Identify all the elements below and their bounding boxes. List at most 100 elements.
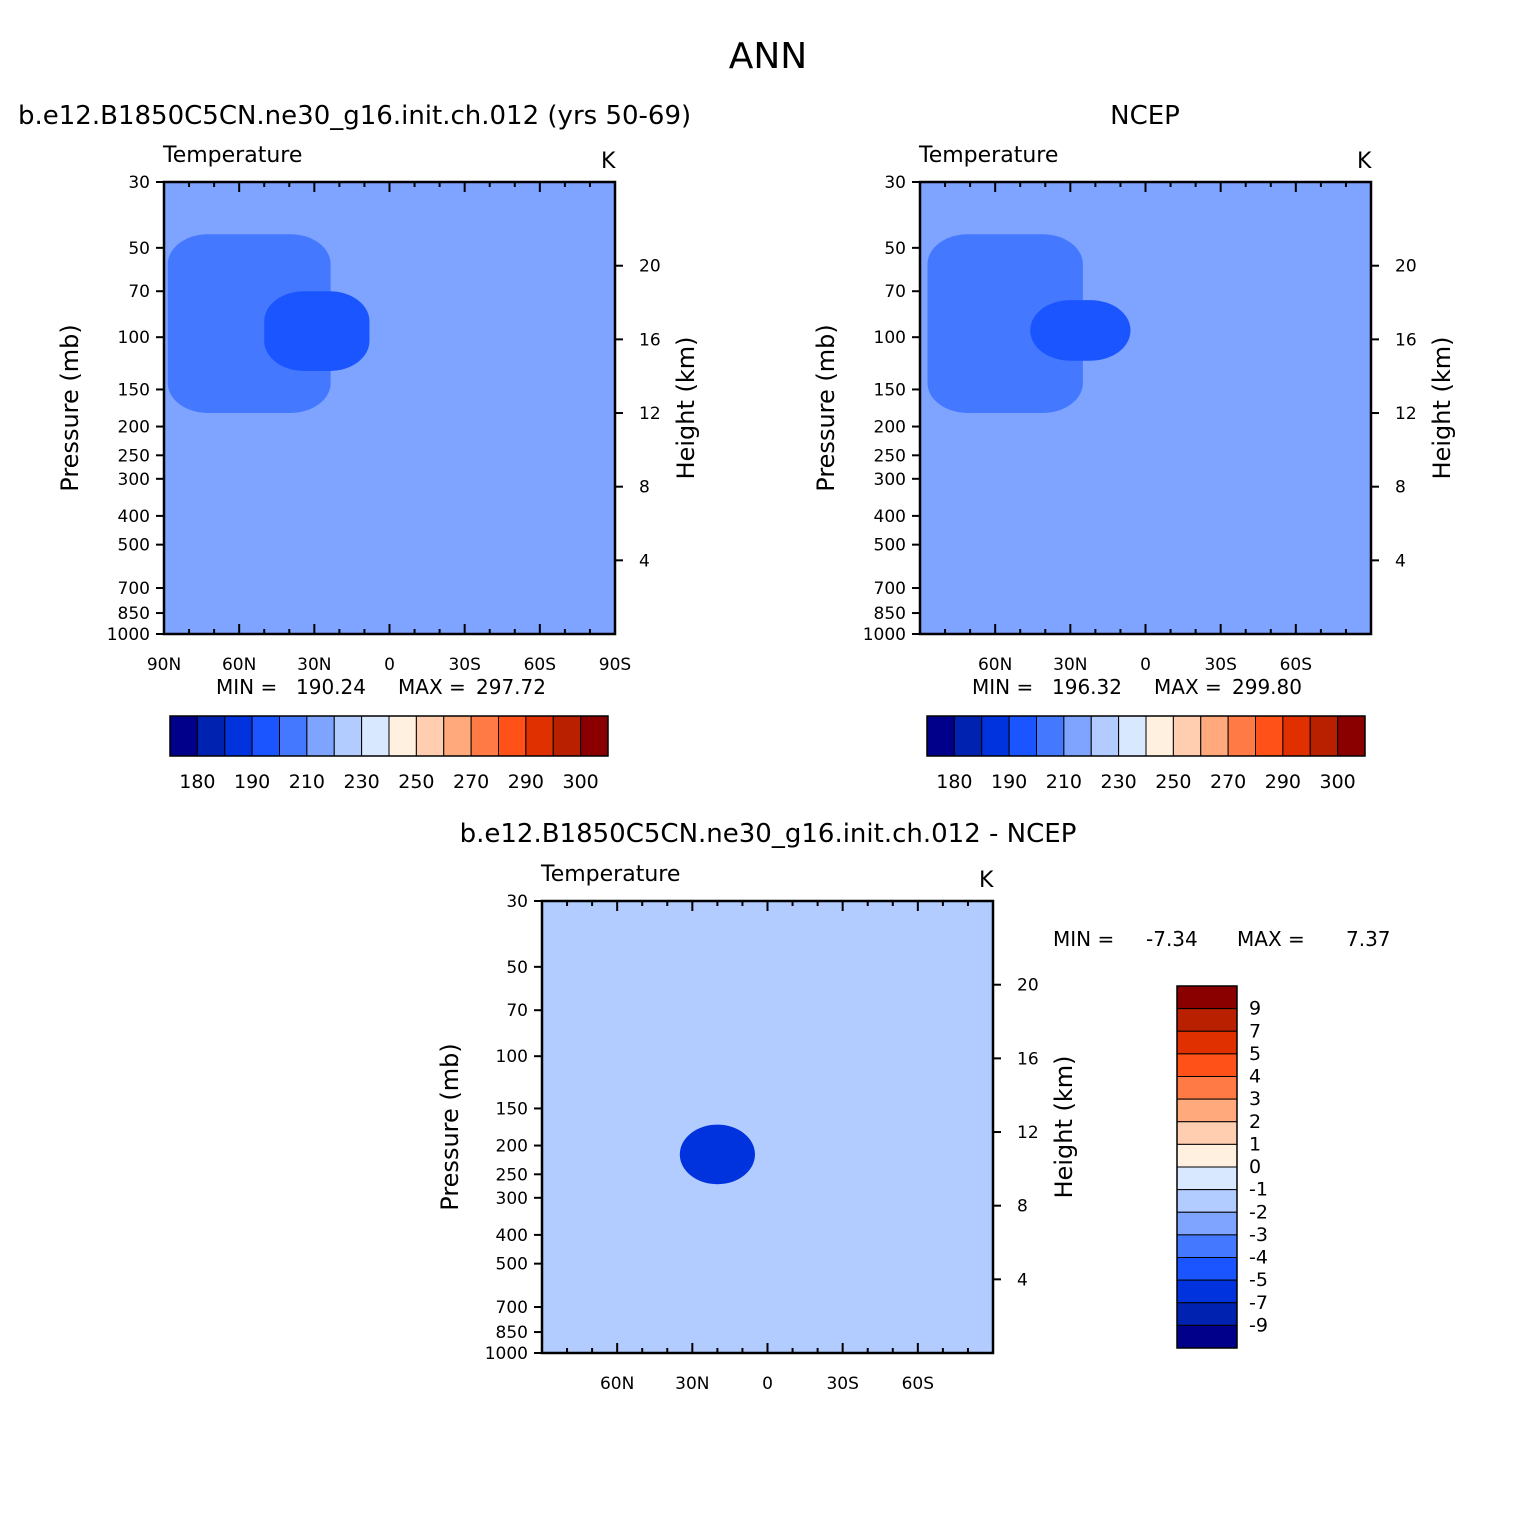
colorbar-label: -4 <box>1249 1247 1268 1269</box>
colorbar-swatch <box>306 715 335 757</box>
y2-tick-label: 20 <box>639 257 661 277</box>
colorbar-swatch <box>224 715 253 757</box>
colorbar-swatch <box>1176 1189 1238 1213</box>
colorbar-label: 5 <box>1249 1043 1261 1065</box>
y-tick-label: 300 <box>874 470 906 490</box>
colorbar-label: 230 <box>1100 771 1136 793</box>
units-label: K <box>979 868 994 893</box>
stats-min: 196.32 <box>1052 675 1122 699</box>
colorbar-swatch <box>1118 715 1147 757</box>
contour-band <box>679 1124 755 1185</box>
y-tick-label: 700 <box>874 579 906 599</box>
y-tick-label: 700 <box>496 1298 528 1318</box>
colorbar-swatch <box>1145 715 1174 757</box>
y-tick-label: 200 <box>118 418 150 438</box>
colorbar-swatch <box>953 715 983 757</box>
y2-tick-label: 16 <box>1395 330 1417 350</box>
x-tick-label: 0 <box>762 1374 773 1394</box>
figure-title: ANN <box>729 36 808 77</box>
y2-axis-label: Height (km) <box>672 337 700 480</box>
y2-tick-label: 8 <box>639 478 650 498</box>
y-tick-label: 200 <box>874 418 906 438</box>
y-tick-label: 70 <box>884 282 906 302</box>
colorbar-swatch <box>196 715 226 757</box>
stats-min-label: MIN = <box>1053 927 1114 951</box>
y-tick-label: 850 <box>496 1323 528 1343</box>
y-tick-label: 250 <box>118 446 150 466</box>
colorbar-swatch <box>1176 1121 1238 1145</box>
y-tick-label: 50 <box>506 958 528 978</box>
x-tick-label: 60N <box>600 1374 634 1394</box>
x-tick-label: 60S <box>524 655 556 675</box>
y-tick-label: 100 <box>496 1047 528 1067</box>
colorbar-label: 0 <box>1249 1156 1261 1178</box>
stats-min: 190.24 <box>296 675 366 699</box>
stats-min-label: MIN = <box>216 675 277 699</box>
y-tick-label: 250 <box>874 446 906 466</box>
y2-tick-label: 20 <box>1395 257 1417 277</box>
units-label: K <box>1357 149 1372 174</box>
colorbar-frame <box>169 715 609 757</box>
y-tick-label: 50 <box>884 239 906 259</box>
y-tick-label: 300 <box>118 470 150 490</box>
colorbar-swatch <box>498 715 527 757</box>
colorbar-swatch <box>1176 1030 1238 1055</box>
colorbar-swatch <box>388 715 417 757</box>
colorbar-swatch <box>1200 715 1229 757</box>
y-tick-label: 30 <box>506 892 528 912</box>
contour-band <box>264 291 370 372</box>
y-axis-label: Pressure (mb) <box>56 324 84 491</box>
colorbar-label: 250 <box>1155 771 1191 793</box>
colorbar-swatch <box>361 715 390 757</box>
colorbar-swatch <box>1176 1324 1238 1349</box>
stats-min-label: MIN = <box>972 675 1033 699</box>
y2-tick-label: 16 <box>639 330 661 350</box>
colorbar-label: 9 <box>1249 998 1261 1020</box>
y-tick-label: 50 <box>128 239 150 259</box>
colorbar-swatch <box>552 715 582 757</box>
colorbar-swatch <box>1176 1098 1238 1123</box>
colorbar-swatch <box>443 715 472 757</box>
y-tick-label: 700 <box>118 579 150 599</box>
x-tick-label: 60S <box>1280 655 1312 675</box>
y-tick-label: 200 <box>496 1137 528 1157</box>
colorbar-swatch <box>1176 1302 1238 1326</box>
y-tick-label: 100 <box>118 328 150 348</box>
contour-band <box>157 1100 295 1211</box>
x-tick-label: 0 <box>1140 655 1151 675</box>
panel-ncep: NCEP Temperature K 305070100150200250300… <box>812 101 1456 793</box>
colorbar-swatch <box>1172 715 1202 757</box>
colorbar-label: 270 <box>1210 771 1246 793</box>
y-axis-label: Pressure (mb) <box>812 324 840 491</box>
panel-model: b.e12.B1850C5CN.ne30_g16.init.ch.012 (yr… <box>18 101 700 793</box>
contour-band-base <box>542 901 993 1353</box>
colorbar: 180 190 210 230 250 270 290 300 <box>169 715 609 793</box>
colorbar-label: 300 <box>562 771 598 793</box>
colorbar-swatch <box>1176 1257 1238 1281</box>
y-tick-label: 250 <box>496 1165 528 1185</box>
colorbar-swatch <box>1090 715 1120 757</box>
colorbar: 180 190 210 230 250 270 290 300 <box>926 715 1366 793</box>
panel-title: b.e12.B1850C5CN.ne30_g16.init.ch.012 - N… <box>460 819 1077 849</box>
stats-max-label: MAX = <box>1154 675 1222 699</box>
colorbar-swatch <box>1176 1076 1238 1100</box>
y-tick-label: 150 <box>496 1099 528 1119</box>
y-tick-label: 30 <box>884 173 906 193</box>
x-tick-label: 30N <box>297 655 331 675</box>
x-tick-label: 0 <box>384 655 395 675</box>
colorbar-label: 180 <box>179 771 215 793</box>
colorbar-label: 2 <box>1249 1111 1261 1133</box>
colorbar-swatch <box>1008 715 1037 757</box>
y-tick-label: 500 <box>118 536 150 556</box>
contour-band <box>927 234 1083 413</box>
colorbar-label: 210 <box>289 771 325 793</box>
x-tick-label: 60N <box>978 655 1012 675</box>
y-tick-label: 500 <box>496 1255 528 1275</box>
stats-max: 299.80 <box>1232 675 1302 699</box>
y-tick-label: 300 <box>496 1189 528 1209</box>
colorbar-swatch <box>1176 985 1238 1010</box>
y-tick-label: 850 <box>874 604 906 624</box>
y2-tick-label: 4 <box>639 551 650 571</box>
